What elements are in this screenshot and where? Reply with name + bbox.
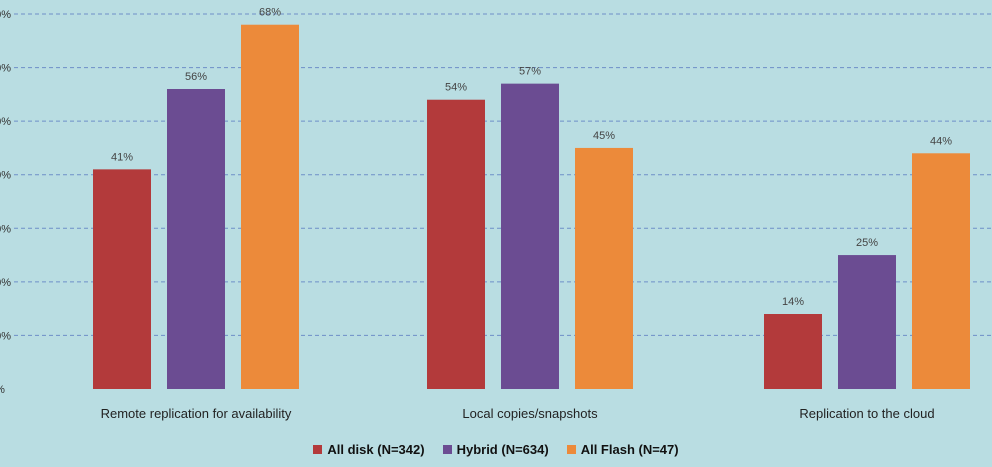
y-tick-label: 30% bbox=[0, 223, 11, 235]
legend-item-hybrid[interactable]: Hybrid (N=634) bbox=[442, 442, 549, 457]
y-axis-ticks: 0% 10% 20% 30% 40% 50% 60% 70% bbox=[0, 9, 11, 396]
category-label: Local copies/snapshots bbox=[462, 406, 598, 421]
y-tick-label: 70% bbox=[0, 9, 11, 21]
legend-label-hybrid: Hybrid (N=634) bbox=[456, 442, 549, 457]
y-tick-label: 60% bbox=[0, 63, 11, 75]
bar[interactable] bbox=[501, 83, 559, 390]
bar-value-label: 44% bbox=[930, 135, 952, 147]
bar-value-label: 45% bbox=[593, 130, 615, 142]
bar[interactable] bbox=[764, 314, 822, 389]
bar-value-label: 54% bbox=[445, 82, 467, 94]
bar-value-label: 56% bbox=[185, 71, 207, 83]
y-tick-label: 20% bbox=[0, 277, 11, 289]
bar-value-label: 68% bbox=[259, 7, 281, 19]
bar[interactable] bbox=[575, 147, 633, 389]
y-tick-label: 50% bbox=[0, 116, 11, 128]
bars bbox=[93, 24, 970, 390]
bar-value-label: 57% bbox=[519, 66, 541, 78]
bar[interactable] bbox=[93, 169, 151, 389]
bar-value-label: 41% bbox=[111, 151, 133, 163]
y-tick-label: 0% bbox=[0, 384, 5, 396]
bar[interactable] bbox=[912, 153, 970, 389]
category-label: Remote replication for availability bbox=[101, 406, 292, 421]
y-tick-label: 10% bbox=[0, 330, 11, 342]
bar[interactable] bbox=[838, 255, 896, 389]
bar[interactable] bbox=[427, 99, 485, 389]
legend-label-all-flash: All Flash (N=47) bbox=[580, 442, 679, 457]
bar-value-label: 25% bbox=[856, 237, 878, 249]
legend-swatch-all-disk bbox=[313, 445, 323, 454]
legend-item-all-flash[interactable]: All Flash (N=47) bbox=[566, 442, 679, 457]
value-labels: 41% 56% 68% 54% 57% 45% 14% 25% 44% bbox=[111, 7, 952, 308]
y-tick-label: 40% bbox=[0, 170, 11, 182]
bar-value-label: 14% bbox=[782, 296, 804, 308]
legend-label-all-disk: All disk (N=342) bbox=[327, 442, 425, 457]
legend: All disk (N=342) Hybrid (N=634) All Flas… bbox=[0, 442, 992, 457]
category-labels: Remote replication for availability Local… bbox=[101, 406, 935, 421]
category-label: Replication to the cloud bbox=[799, 406, 934, 421]
legend-item-all-disk[interactable]: All disk (N=342) bbox=[313, 442, 425, 457]
bar[interactable] bbox=[167, 89, 225, 389]
bar[interactable] bbox=[241, 24, 299, 389]
legend-swatch-hybrid bbox=[442, 445, 452, 454]
legend-swatch-all-flash bbox=[566, 445, 576, 454]
